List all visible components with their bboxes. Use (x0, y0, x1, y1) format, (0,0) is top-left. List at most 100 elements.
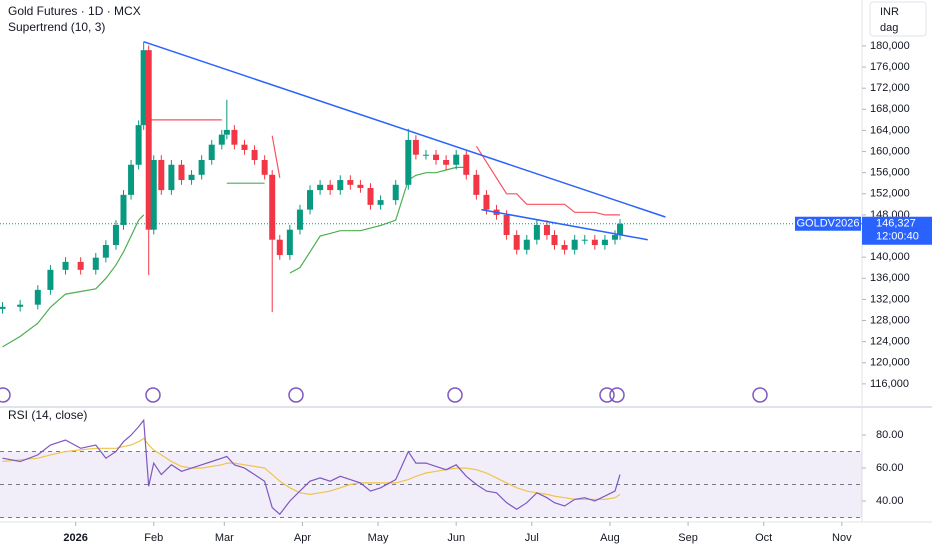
y-tick-label: 80.00 (876, 429, 904, 441)
last-price-tag (862, 216, 932, 245)
x-tick-label: May (368, 532, 389, 544)
event-icons (0, 387, 768, 403)
y-tick-label: 128,000 (870, 314, 910, 326)
rsi-line (2, 418, 621, 516)
event-icon[interactable] (145, 387, 161, 403)
candle-body (188, 174, 195, 181)
y-tick-label: 140,000 (870, 251, 910, 263)
candle-body (523, 239, 530, 250)
event-icon[interactable] (288, 387, 304, 403)
event-icon[interactable] (447, 387, 463, 403)
candle-body (533, 224, 540, 240)
candle-body (150, 159, 157, 230)
candle-body (158, 159, 165, 191)
candle-body (128, 164, 135, 195)
candle-body (223, 129, 230, 135)
candle-body (178, 164, 185, 181)
candle-body (571, 239, 578, 250)
candle-body (392, 184, 399, 201)
candle-body (543, 224, 550, 235)
candle-body (92, 257, 99, 270)
x-tick-label: Apr (294, 532, 311, 544)
symbol-tag-text: GOLDV2026 (797, 218, 860, 230)
event-icon[interactable] (609, 387, 625, 403)
x-tick-label: Nov (832, 532, 852, 544)
currency-box[interactable] (869, 1, 927, 37)
candle-body (551, 234, 558, 246)
candle-body (367, 187, 374, 205)
candle-body (307, 190, 314, 210)
candle-body (591, 239, 598, 246)
candle-body (405, 139, 412, 185)
y-tick-label: 124,000 (870, 336, 910, 348)
y-tick-label: 60.00 (876, 462, 904, 474)
x-tick-label: Oct (755, 532, 772, 544)
y-tick-label: 120,000 (870, 357, 910, 369)
candle-body (513, 234, 520, 250)
candle-body (611, 234, 618, 240)
candle-body (601, 239, 608, 246)
y-tick-label: 116,000 (870, 378, 909, 390)
candle-body (77, 261, 84, 270)
candle-body (208, 144, 215, 160)
candle-body (317, 184, 324, 191)
candle-body (102, 245, 109, 258)
symbol-tag (795, 216, 861, 231)
candle-body (483, 194, 490, 210)
candle-body (62, 261, 69, 270)
unit: dag (880, 22, 898, 34)
candle-body (581, 239, 588, 241)
candle-body (145, 50, 152, 230)
x-tick-label: Aug (600, 532, 620, 544)
candle-body (347, 180, 354, 185)
event-icon[interactable] (752, 387, 768, 403)
x-tick-label: Jun (447, 532, 465, 544)
countdown: 12:00:40 (876, 231, 919, 243)
x-tick-label: 2026 (63, 532, 87, 544)
candle-body (377, 200, 384, 205)
candle-body (198, 159, 205, 175)
x-tick-label: Sep (678, 532, 698, 544)
candle-body (453, 154, 460, 165)
candle-body (433, 154, 440, 160)
x-tick-label: Mar (215, 532, 234, 544)
y-tick-label: 168,000 (870, 103, 910, 115)
y-tick-label: 40.00 (876, 495, 904, 507)
currency: INR (880, 6, 899, 18)
y-tick-label: 152,000 (870, 188, 910, 200)
candle-body (140, 50, 147, 126)
y-tick-label: 172,000 (870, 82, 910, 94)
candle-body (463, 154, 470, 175)
candle-body (168, 164, 175, 191)
y-tick-label: 160,000 (870, 145, 910, 157)
y-tick-label: 132,000 (870, 293, 910, 305)
last-price-label: 146,327 (876, 218, 916, 230)
candle-body (422, 154, 429, 156)
candle-body (357, 184, 364, 188)
y-tick-label: 176,000 (870, 61, 910, 73)
rsi-line (2, 437, 621, 500)
candle-body (412, 139, 419, 155)
candle-body (473, 174, 480, 195)
candle-body (261, 159, 268, 175)
supertrend-line (148, 119, 620, 216)
candle-body (286, 229, 293, 256)
event-icon[interactable] (0, 387, 11, 403)
y-tick-label: 156,000 (870, 167, 910, 179)
candle-body (617, 223, 624, 235)
y-tick-label: 136,000 (870, 272, 910, 284)
candle-body (276, 239, 283, 256)
event-icon[interactable] (599, 387, 615, 403)
candle-body (17, 304, 24, 307)
candle-body (231, 129, 238, 145)
candle-body (503, 214, 510, 235)
candle-body (241, 144, 248, 150)
candle-body (337, 180, 344, 191)
y-tick-label: 164,000 (870, 124, 910, 136)
rsi-title: RSI (14, close) (8, 408, 87, 422)
candle-body (561, 245, 568, 250)
candle-body (218, 134, 225, 145)
candle-body (0, 306, 6, 309)
